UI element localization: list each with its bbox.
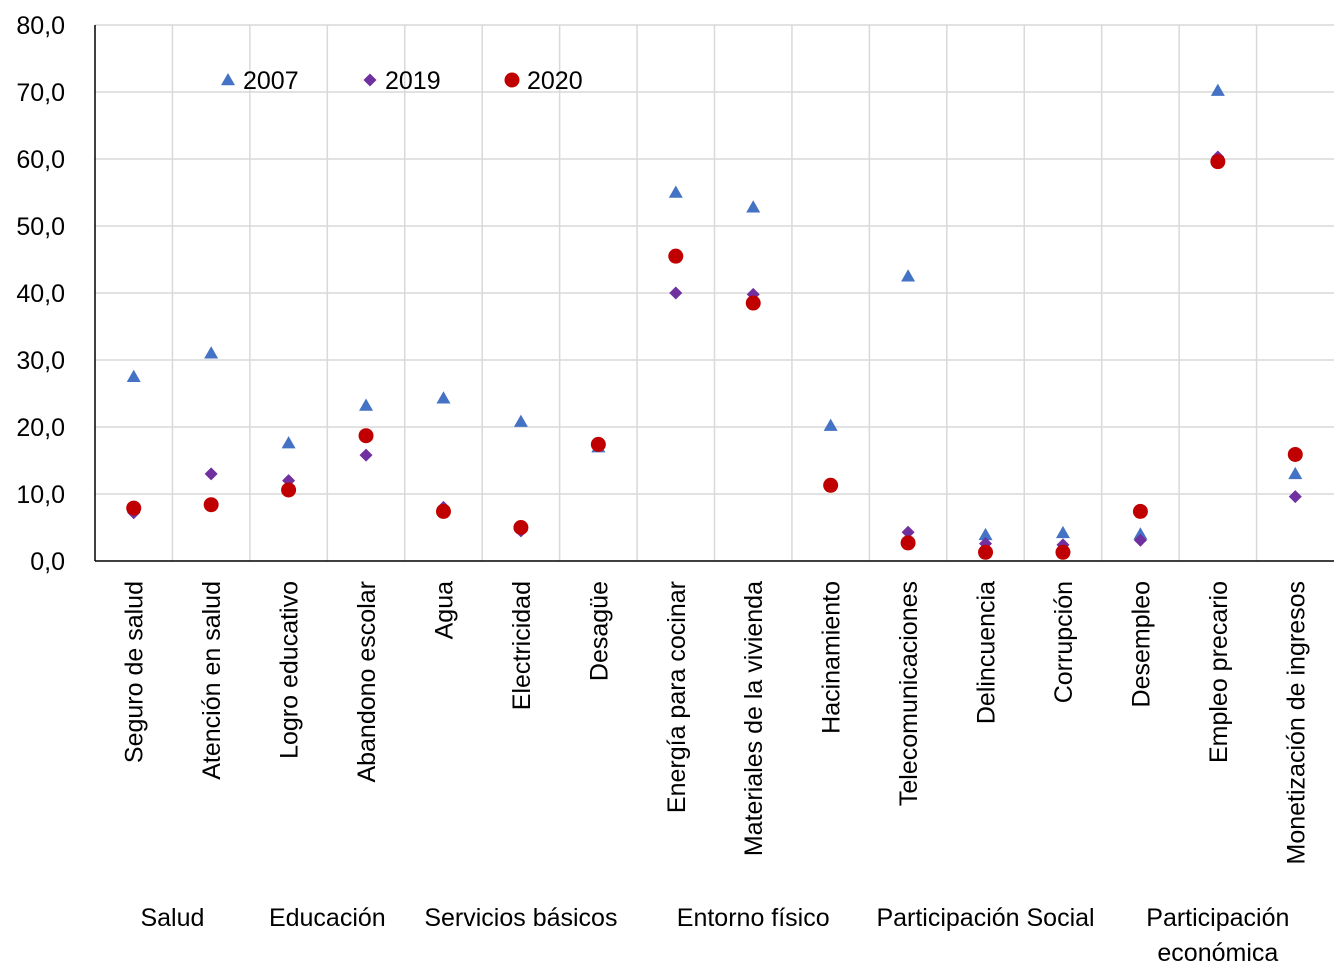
point-2019: [204, 467, 218, 481]
point-2007: [281, 436, 296, 449]
point-2020: [668, 248, 684, 264]
point-2007: [978, 527, 993, 541]
marks-layer: [126, 83, 1303, 560]
point-2020: [900, 535, 916, 551]
point-2020: [1287, 446, 1303, 462]
point-2020: [1132, 503, 1148, 519]
axis-layer: 0,0 10,0 20,0 30,0 40,0 50,0 60,0 70,0 80,0 Segur…: [16, 12, 1334, 967]
group-label: Educación: [269, 904, 386, 932]
x-tick-label: Energía para cocinar: [663, 581, 691, 813]
legend-marker-2020: [504, 72, 520, 88]
point-2019: [669, 286, 683, 300]
point-2020: [823, 477, 839, 493]
x-tick-label: Logro educativo: [276, 581, 304, 759]
point-2020: [435, 503, 451, 519]
y-tick-label: 30,0: [16, 347, 65, 375]
x-tick-label: Telecomunicaciones: [895, 581, 923, 806]
point-2020: [203, 497, 219, 513]
group-label: Participación Social: [876, 904, 1094, 932]
x-tick-label: Empleo precario: [1205, 581, 1233, 763]
group-label: Salud: [140, 904, 204, 932]
point-2020: [745, 295, 761, 311]
point-2007: [746, 200, 761, 213]
y-tick-label: 0,0: [30, 548, 65, 576]
x-tick-label: Desempleo: [1127, 581, 1155, 707]
x-tick-label: Hacinamiento: [818, 581, 846, 734]
grid-layer: [95, 24, 1334, 561]
y-tick-label: 20,0: [16, 414, 65, 442]
y-tick-label: 70,0: [16, 79, 65, 107]
point-2020: [978, 544, 994, 560]
point-2007: [513, 414, 528, 427]
point-2019: [359, 448, 373, 462]
x-tick-label: Delincuencia: [973, 581, 1001, 724]
point-2020: [358, 428, 374, 444]
point-2007: [668, 185, 683, 198]
x-tick-label: Materiales de la vivienda: [740, 581, 768, 856]
point-2007: [1288, 466, 1303, 480]
legend-marker-2019: [363, 73, 377, 87]
x-tick-label: Monetización de ingresos: [1282, 581, 1310, 865]
point-2020: [590, 436, 606, 452]
point-2020: [1055, 544, 1071, 560]
point-2020: [513, 520, 529, 535]
point-2007: [1210, 83, 1225, 96]
point-2007: [1055, 525, 1070, 539]
point-2007: [359, 398, 374, 411]
x-tick-label: Abandono escolar: [353, 581, 381, 783]
point-2007: [901, 269, 916, 282]
legend-marker-2007: [221, 73, 235, 86]
x-tick-label: Agua: [430, 581, 458, 639]
group-label: Entorno físico: [677, 904, 830, 932]
point-2007: [204, 346, 219, 359]
legend-label: 2019: [385, 67, 441, 95]
y-tick-label: 10,0: [16, 481, 65, 509]
x-tick-label: Desagüe: [585, 581, 613, 681]
y-tick-label: 50,0: [16, 213, 65, 241]
point-2007: [126, 369, 141, 382]
point-2007: [1133, 527, 1148, 540]
point-2020: [1210, 154, 1226, 170]
group-label: Servicios básicos: [424, 904, 617, 932]
x-tick-label: Electricidad: [508, 581, 536, 710]
x-tick-label: Atención en salud: [198, 581, 226, 780]
point-2019: [1288, 490, 1302, 504]
point-2007: [823, 418, 838, 431]
point-2007: [436, 391, 451, 404]
x-tick-label: Seguro de salud: [121, 581, 149, 763]
legend: 2007 2019 2020: [221, 67, 583, 95]
x-tick-label: Corrupción: [1050, 581, 1078, 703]
point-2020: [281, 482, 297, 498]
point-2019: [1133, 533, 1147, 547]
group-label: Participación económica: [1146, 904, 1289, 967]
y-tick-label: 80,0: [16, 12, 65, 40]
point-2020: [126, 500, 142, 516]
y-tick-label: 40,0: [16, 280, 65, 308]
y-tick-label: 60,0: [16, 146, 65, 174]
point-2019: [901, 525, 915, 539]
legend-label: 2007: [243, 67, 299, 95]
legend-label: 2020: [527, 67, 583, 95]
